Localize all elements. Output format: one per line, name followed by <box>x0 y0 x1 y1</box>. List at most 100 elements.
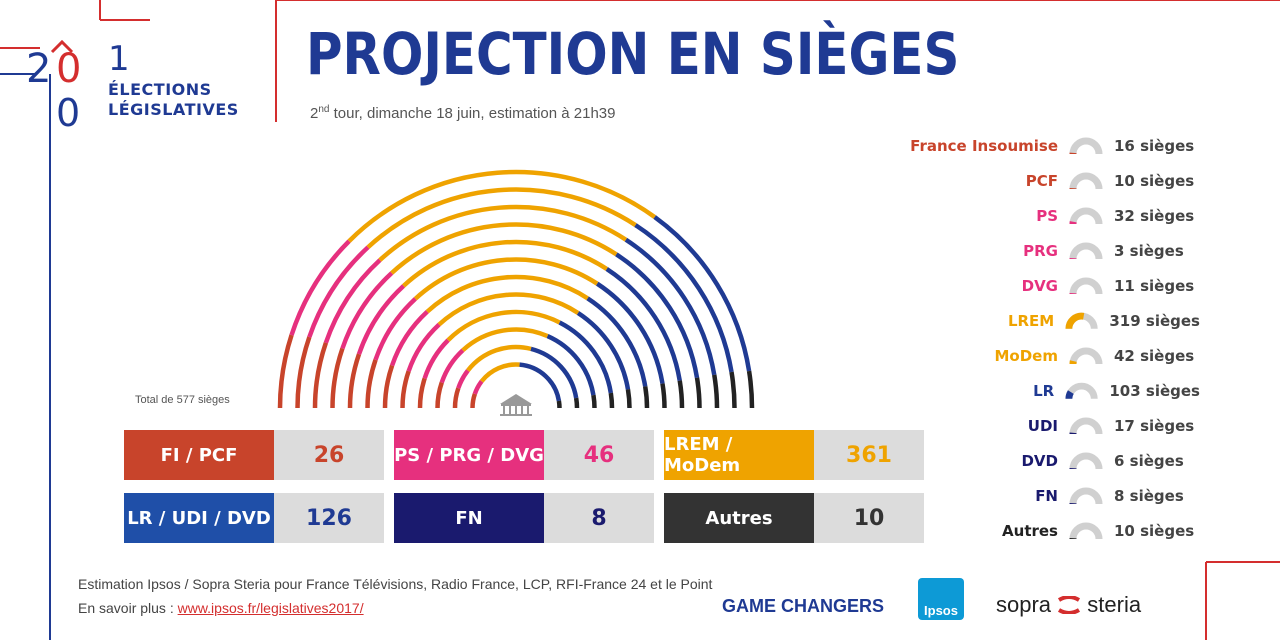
hemicycle-arc-segment <box>461 327 549 352</box>
legend-party-name: FN <box>1035 486 1058 505</box>
legend-seat-count: 11 sièges <box>1114 276 1195 295</box>
subtitle-superscript: nd <box>318 104 330 115</box>
hemicycle-arc-segment <box>729 371 737 409</box>
total-seats-label: Total de 577 sièges <box>135 394 230 406</box>
gauge-fill <box>1065 312 1085 329</box>
hemicycle-arc-segment <box>340 271 394 350</box>
legend-seat-count: 10 sièges <box>1114 521 1195 540</box>
legend-party-name: PS <box>1036 206 1058 225</box>
sopra-steria-mark-icon <box>1058 596 1081 614</box>
hemicycle-arc-segment <box>347 353 362 409</box>
hemicycle-arc-segment <box>425 274 589 314</box>
hemicycle-arc-segment <box>479 362 520 383</box>
hemicycle-arc-segment <box>365 359 378 409</box>
ipsos-link[interactable]: www.ipsos.fr/legislatives2017/ <box>177 600 364 616</box>
more-info: En savoir plus : www.ipsos.fr/legislativ… <box>78 600 364 616</box>
hemicycle-arc-segment <box>373 297 417 361</box>
seat-share-gauge <box>1065 312 1098 329</box>
seat-share-gauge <box>1069 417 1103 434</box>
hemicycle-arc-segment <box>466 344 532 372</box>
hemicycle-arc-segment <box>653 215 752 372</box>
legend-row: Autres 10 sièges <box>900 513 1200 548</box>
page-title: PROJECTION EN SIÈGES <box>306 20 960 88</box>
bloc-value: 10 <box>814 493 924 543</box>
logo-line-elections: ÉLECTIONS <box>108 80 212 99</box>
hemicycle-arc-segment <box>307 245 370 338</box>
hemicycle-arc-segment <box>595 281 665 384</box>
bloc-label: Autres <box>664 493 814 543</box>
game-changers-tagline: GAME CHANGERS <box>722 596 885 616</box>
hemicycle-arc-segment <box>295 336 312 409</box>
bloc-value: 126 <box>274 493 384 543</box>
logo-line-legislatives: LÉGISLATIVES <box>108 100 239 119</box>
hemicycle-arc-segment <box>558 320 614 394</box>
bloc-ps-prg-dvg: PS / PRG / DVG 46 <box>394 430 654 480</box>
source-note: Estimation Ipsos / Sopra Steria pour Fra… <box>78 576 713 592</box>
hemicycle-arc-segment <box>452 387 461 409</box>
svg-text:0: 0 <box>56 91 80 130</box>
hemicycle-arc-segment <box>677 380 685 409</box>
hemicycle-arc-segment <box>382 364 395 409</box>
hemicycle-arc-segment <box>446 309 561 342</box>
legend-row: DVG 11 sièges <box>900 268 1200 303</box>
hemicycle-arc-segment <box>605 267 682 382</box>
hemicycle-arc-segment <box>624 237 717 376</box>
legend-seat-count: 42 sièges <box>1114 346 1195 365</box>
legend-seat-count: 3 sièges <box>1114 241 1184 260</box>
hemicycle-arc-segment <box>413 257 599 301</box>
legend-party-name: DVD <box>1021 451 1058 470</box>
hemicycle-arc-segment <box>608 392 615 409</box>
hemicycle-arc-segment <box>634 223 734 373</box>
seat-share-gauge <box>1069 242 1103 259</box>
svg-text:17: 17 <box>108 39 132 79</box>
bloc-value: 8 <box>544 493 654 543</box>
hemicycle-arc-segment <box>289 239 351 336</box>
legend-row: UDI 17 sièges <box>900 408 1200 443</box>
bloc-autres: Autres 10 <box>664 493 924 543</box>
hemicycle-arc-segment <box>625 388 632 409</box>
hemicycle-arc-segment <box>586 296 648 387</box>
hemicycle-arc-segment <box>378 204 628 262</box>
hemicycle-arc-segment <box>439 348 465 384</box>
legend-party-name: DVG <box>1021 276 1058 295</box>
legend-row: PCF 10 sièges <box>900 163 1200 198</box>
legend-row: MoDem 42 sièges <box>900 338 1200 373</box>
legend-party-name: MoDem <box>994 346 1059 365</box>
ipsos-logo: Ipsos <box>918 578 964 620</box>
hemicycle-arc-segment <box>330 347 345 409</box>
hemicycle-arc-segment <box>591 394 597 409</box>
sopra-text: sopra <box>996 592 1052 617</box>
bloc-lr-udi-dvd: LR / UDI / DVD 126 <box>124 493 384 543</box>
logo-text: ÉLECTIONS LÉGISLATIVES <box>108 80 239 120</box>
seat-share-gauge <box>1065 382 1098 399</box>
legend-row: France Insoumise 16 sièges <box>900 128 1200 163</box>
bloc-value: 361 <box>814 430 924 480</box>
legend-row: PS 32 sièges <box>900 198 1200 233</box>
bloc-label: LREM / MoDem <box>664 430 814 480</box>
hemicycle-arc-segment <box>660 383 667 409</box>
hemicycle-arc-segment <box>417 377 427 409</box>
legend-row: LR 103 sièges <box>900 373 1200 408</box>
seat-share-gauge <box>1069 172 1103 189</box>
bloc-value: 26 <box>274 430 384 480</box>
seat-share-gauge <box>1069 277 1103 294</box>
legend-party-name: UDI <box>1027 416 1058 435</box>
hemicycle-arc-segment <box>277 334 294 409</box>
svg-text:2: 2 <box>26 46 51 92</box>
elections-2017-logo: 2 0 17 0 <box>26 39 132 130</box>
hemicycle-arc-segment <box>576 311 631 390</box>
bloc-label: PS / PRG / DVG <box>394 430 544 480</box>
bloc-fn: FN 8 <box>394 493 654 543</box>
gauge-fill <box>1065 389 1075 399</box>
seat-share-gauge <box>1069 137 1103 154</box>
hemicycle-arc-segment <box>746 370 755 409</box>
bloc-fi-pcf: FI / PCF 26 <box>124 430 384 480</box>
bloc-label: FN <box>394 493 544 543</box>
legend-party-name: PCF <box>1025 171 1058 190</box>
hemicycle-arc-segment <box>694 377 702 409</box>
hemicycle-arc-segment <box>456 369 470 389</box>
hemicycle-arc-segment <box>422 338 450 380</box>
legend-seat-count: 10 sièges <box>1114 171 1195 190</box>
subtitle-ordinal: 2 <box>310 105 319 122</box>
hemicycle-arc-segment <box>366 187 637 249</box>
